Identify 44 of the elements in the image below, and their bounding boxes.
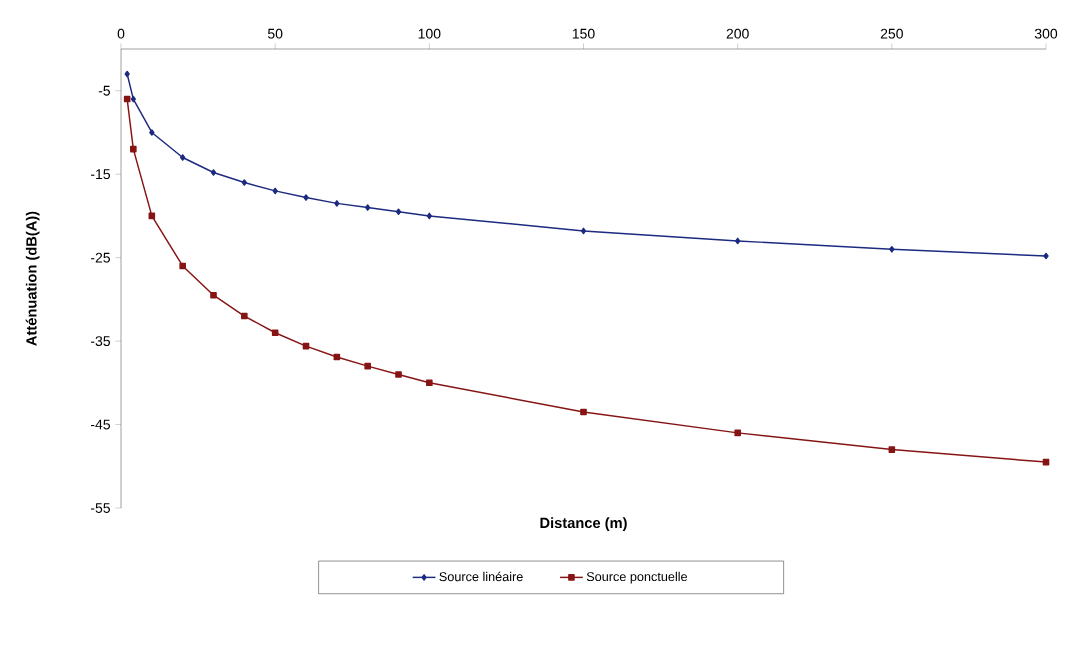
y-axis-title: Atténuation (dB(A)) <box>25 211 40 346</box>
legend-label: Source ponctuelle <box>586 571 688 584</box>
y-tick-label: -25 <box>90 252 110 263</box>
point <box>365 204 371 211</box>
x-tick-label: 100 <box>418 28 441 39</box>
point <box>1043 252 1049 260</box>
y-tick-label: -15 <box>90 169 110 180</box>
y-tick-label: -55 <box>90 503 110 513</box>
point <box>180 154 186 161</box>
point <box>210 169 217 176</box>
point <box>364 362 371 370</box>
point <box>130 95 136 103</box>
x-tick-label: 50 <box>267 28 283 39</box>
point <box>149 129 155 136</box>
point <box>426 212 432 220</box>
point <box>426 379 433 387</box>
x-tick-label: 0 <box>117 28 125 39</box>
point <box>580 227 587 235</box>
point <box>179 262 186 270</box>
point <box>241 312 248 320</box>
point <box>395 208 402 216</box>
x-axis-title: Distance (m) <box>540 517 627 531</box>
point <box>303 194 309 201</box>
point <box>395 371 402 378</box>
y-tick-label: -35 <box>90 336 110 347</box>
point <box>272 187 278 195</box>
point <box>889 246 895 253</box>
y-tick-label: -45 <box>90 419 110 430</box>
point <box>334 200 340 207</box>
x-tick-label: 250 <box>880 28 903 39</box>
point <box>271 329 279 337</box>
point <box>888 446 896 453</box>
x-tick-label: 150 <box>572 28 595 39</box>
x-tick-label: 300 <box>1034 28 1058 39</box>
y-tick-label: -5 <box>98 85 111 96</box>
point <box>241 179 247 186</box>
point <box>735 237 741 245</box>
point <box>124 70 130 78</box>
legend-label: Source linéaire <box>439 571 523 582</box>
point <box>734 429 741 437</box>
point <box>580 408 587 416</box>
point <box>210 291 217 299</box>
point <box>130 145 137 153</box>
x-tick-label: 200 <box>726 28 749 39</box>
